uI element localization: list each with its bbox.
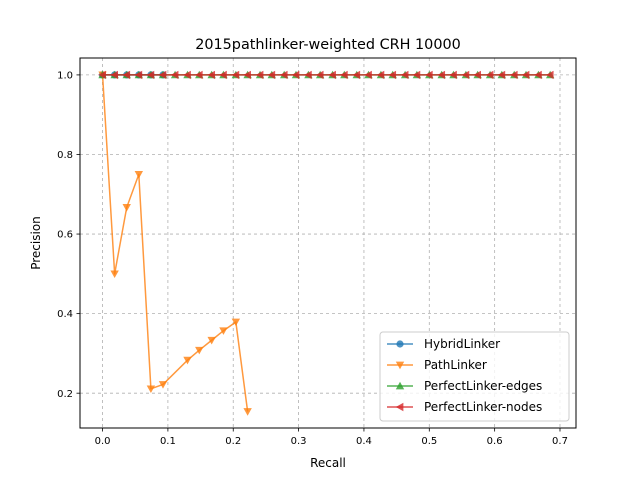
legend-marker — [396, 340, 404, 348]
legend-box — [379, 331, 570, 422]
data-point — [219, 327, 228, 335]
legend-label: HybridLinker — [424, 337, 500, 351]
data-point — [195, 70, 203, 80]
x-axis: 0.0 0.1 0.2 0.3 0.4 0.5 0.6 0.7 — [95, 428, 568, 447]
data-point — [134, 171, 144, 179]
legend-label: PerfectLinker-nodes — [424, 400, 542, 414]
y-tick-label: 0.8 — [57, 150, 73, 161]
legend: HybridLinker PathLinker PerfectLinker-edge… — [379, 331, 570, 422]
data-point — [231, 318, 241, 327]
data-point — [134, 70, 143, 80]
data-point — [146, 70, 155, 80]
plot-frame — [79, 57, 577, 429]
data-point — [122, 70, 131, 80]
data-point — [545, 70, 554, 80]
data-point — [207, 70, 216, 80]
y-tick-label: 1.0 — [57, 71, 73, 82]
legend-marker — [395, 402, 404, 412]
data-point — [98, 70, 106, 80]
data-point — [219, 70, 227, 80]
y-tick-label: 0.2 — [57, 389, 73, 400]
data-point — [412, 70, 421, 80]
x-tick-label: 0.7 — [552, 436, 568, 447]
data-point — [255, 70, 264, 80]
x-tick-label: 0.1 — [160, 436, 176, 447]
data-point — [473, 70, 482, 80]
data-point — [267, 70, 276, 80]
x-tick-label: 0.2 — [225, 436, 241, 447]
x-tick-label: 0.0 — [95, 436, 111, 447]
data-point — [243, 70, 251, 80]
data-point — [183, 70, 191, 80]
data-point — [110, 70, 118, 80]
data-point — [170, 70, 179, 80]
data-point — [158, 70, 167, 80]
series-3 — [98, 70, 554, 80]
x-tick-label: 0.4 — [356, 436, 372, 447]
data-point — [461, 70, 470, 80]
x-tick-label: 0.3 — [291, 436, 307, 447]
data-point — [340, 70, 348, 80]
data-point — [231, 70, 240, 80]
data-point — [449, 70, 457, 80]
data-point — [510, 70, 518, 80]
legend-label: PerfectLinker-edges — [424, 379, 542, 393]
data-point — [304, 70, 312, 80]
y-axis: 0.2 0.4 0.6 0.8 1.0 — [57, 71, 80, 400]
data-point — [315, 70, 324, 80]
y-tick-label: 0.4 — [57, 309, 73, 320]
data-point — [291, 70, 300, 80]
y-axis-label: Precision — [29, 216, 43, 270]
series-layer — [98, 70, 555, 416]
data-point — [400, 70, 409, 80]
legend-label: PathLinker — [424, 358, 487, 372]
data-point — [376, 70, 385, 80]
chart-title: 2015pathlinker-weighted CRH 10000 — [195, 37, 461, 53]
data-point — [485, 70, 494, 80]
data-point — [425, 70, 433, 80]
data-point — [364, 70, 372, 80]
legend-entry: PathLinker — [387, 358, 487, 372]
x-tick-label: 0.5 — [421, 436, 437, 447]
data-point — [521, 70, 530, 80]
data-point — [110, 270, 119, 279]
data-point — [388, 70, 397, 80]
legend-entry: PerfectLinker-nodes — [387, 400, 542, 414]
data-point — [352, 70, 361, 80]
x-tick-label: 0.6 — [487, 436, 503, 447]
data-point — [437, 70, 446, 80]
x-axis-label: Recall — [310, 456, 346, 470]
y-tick-label: 0.6 — [57, 230, 73, 241]
data-point — [497, 70, 506, 80]
data-point — [534, 70, 542, 80]
legend-entry: HybridLinker — [387, 337, 500, 351]
data-point — [183, 356, 192, 365]
legend-marker — [395, 361, 405, 370]
data-point — [122, 204, 131, 212]
data-point — [158, 381, 168, 389]
legend-entry: PerfectLinker-edges — [387, 379, 542, 393]
data-point — [243, 408, 252, 416]
legend-marker — [395, 381, 405, 390]
data-point — [195, 346, 204, 355]
data-point — [328, 70, 336, 80]
data-point — [146, 385, 156, 394]
data-point — [207, 336, 216, 345]
data-point — [280, 70, 288, 80]
